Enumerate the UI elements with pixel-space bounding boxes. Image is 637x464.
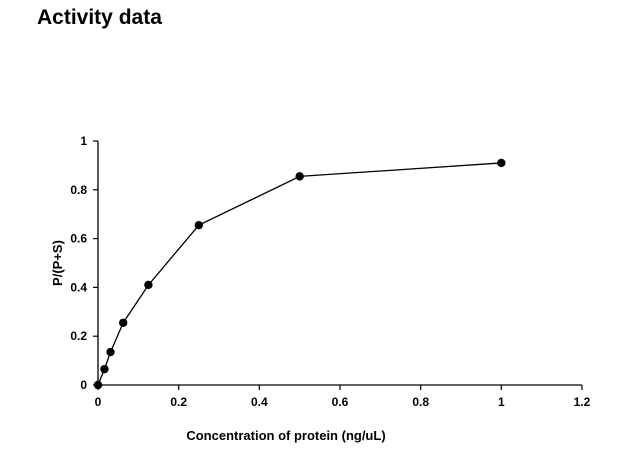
y-tick-label: 0.6	[70, 232, 87, 246]
x-tick-label: 0.4	[251, 395, 268, 409]
x-tick-label: 1.2	[574, 395, 591, 409]
y-tick-label: 0.2	[70, 329, 87, 343]
x-tick-label: 0.2	[170, 395, 187, 409]
data-point	[100, 364, 109, 374]
chart-series	[93, 158, 506, 390]
x-tick-label: 0	[95, 395, 102, 409]
chart-axes	[97, 141, 582, 386]
data-point	[497, 158, 506, 168]
data-point	[194, 220, 204, 230]
y-tick-label: 0	[80, 378, 87, 392]
x-tick-label: 0.8	[412, 395, 429, 409]
data-point	[119, 318, 128, 327]
data-point	[295, 172, 304, 181]
data-point	[106, 347, 115, 357]
page-heading: Activity data	[37, 6, 162, 29]
x-axis-title: Concentration of protein (ng/uL)	[186, 428, 385, 443]
series-line	[97, 162, 502, 386]
x-tick-label: 1	[498, 395, 505, 409]
chart-ticks: 0 0.2 0.4 0.6 0.8 1 1.2 0 0.2 0.4 0.6 0.8 1	[70, 134, 590, 409]
data-point	[93, 380, 103, 390]
y-axis-title: P/(P+S)	[50, 240, 65, 286]
data-point	[144, 280, 153, 290]
x-tick-label: 0.6	[332, 395, 349, 409]
y-tick-label: 1	[80, 134, 87, 148]
y-tick-label: 0.4	[70, 280, 87, 294]
y-tick-label: 0.8	[70, 183, 87, 197]
